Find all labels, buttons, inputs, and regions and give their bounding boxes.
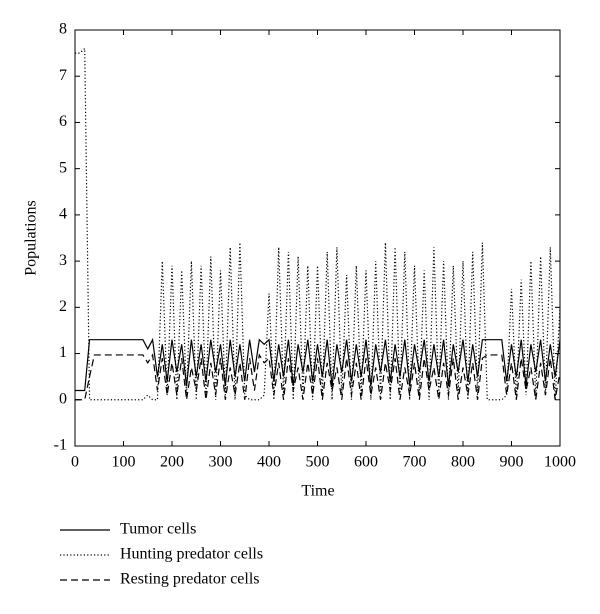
x-axis-label: Time: [301, 483, 334, 500]
series-line: [75, 47, 561, 401]
y-tick-label: 4: [59, 206, 67, 223]
y-tick-label: 1: [59, 344, 67, 361]
legend-label: Resting predator cells: [120, 571, 260, 588]
x-tick-label: 300: [209, 454, 233, 471]
x-tick-label: 400: [257, 454, 281, 471]
y-tick-label: -1: [54, 437, 67, 454]
x-tick-label: 500: [306, 454, 330, 471]
x-tick-label: 900: [500, 454, 524, 471]
y-tick-label: 5: [59, 159, 67, 176]
x-tick-label: 200: [160, 454, 184, 471]
x-tick-label: 800: [451, 454, 475, 471]
y-tick-label: 6: [59, 113, 67, 130]
y-tick-label: 7: [59, 67, 67, 84]
x-tick-label: 100: [112, 454, 136, 471]
series-line: [75, 353, 561, 401]
y-tick-label: 8: [59, 21, 67, 38]
y-tick-label: 2: [59, 298, 67, 315]
y-axis-label: Populations: [23, 200, 40, 276]
y-tick-label: 0: [59, 390, 67, 407]
x-tick-label: 1000: [544, 454, 576, 471]
plot-frame: [74, 29, 561, 447]
x-tick-label: 700: [403, 454, 427, 471]
series-line: [75, 337, 561, 392]
legend-label: Hunting predator cells: [120, 546, 263, 563]
x-tick-label: 600: [354, 454, 378, 471]
legend-label: Tumor cells: [120, 521, 196, 538]
y-tick-label: 3: [59, 252, 67, 269]
x-tick-label: 0: [71, 454, 79, 471]
